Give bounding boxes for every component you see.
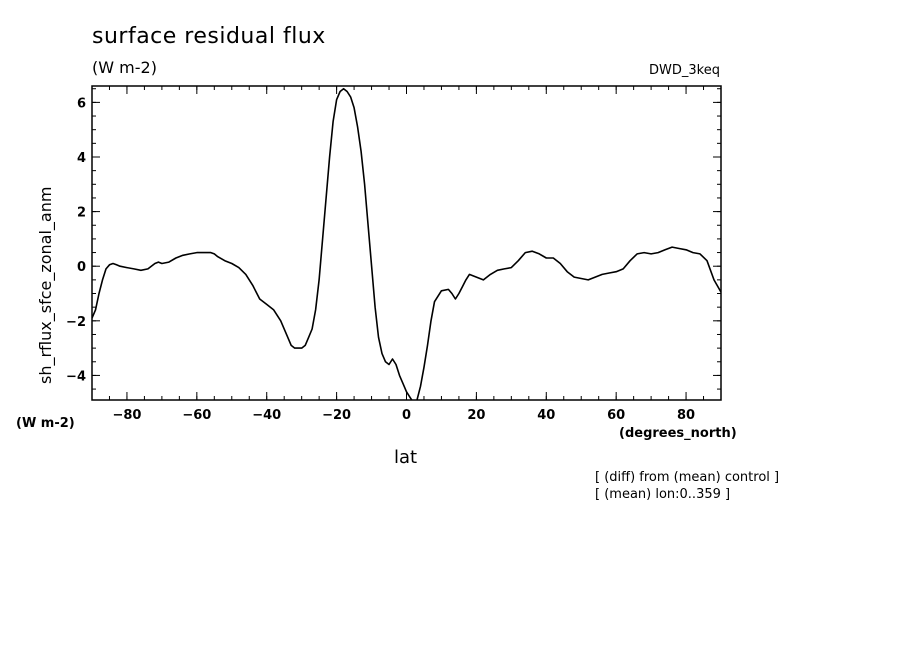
x-tick-label: −40 (252, 408, 281, 423)
x-tick-label: 40 (537, 408, 555, 423)
y-axis-units: (W m-2) (16, 416, 75, 431)
y-tick-label: −2 (66, 315, 86, 330)
x-tick-label: −20 (322, 408, 351, 423)
x-axis-label: lat (394, 447, 418, 468)
plot-frame (91, 85, 722, 401)
chart-title: surface residual flux (92, 24, 326, 49)
axis-ticks (91, 86, 722, 400)
x-tick-label: 80 (677, 408, 695, 423)
y-tick-label: 4 (77, 151, 86, 166)
y-tick-label: 6 (77, 96, 86, 111)
x-axis-units: (degrees_north) (619, 426, 737, 441)
y-tick-label: 0 (77, 260, 86, 275)
series-line (92, 87, 721, 400)
y-tick-label: −4 (66, 369, 86, 384)
chart-units: (W m-2) (92, 58, 157, 77)
run-label: DWD_3keq (649, 63, 720, 78)
x-tick-label: −60 (182, 408, 211, 423)
x-tick-label: −80 (112, 408, 141, 423)
x-tick-label: 0 (402, 408, 411, 423)
note-diff: [ (diff) from (mean) control ] (595, 470, 780, 485)
note-mean: [ (mean) lon:0..359 ] (595, 487, 731, 502)
y-tick-label: 2 (77, 206, 86, 221)
x-tick-label: 20 (467, 408, 485, 423)
x-tick-label: 60 (607, 408, 625, 423)
